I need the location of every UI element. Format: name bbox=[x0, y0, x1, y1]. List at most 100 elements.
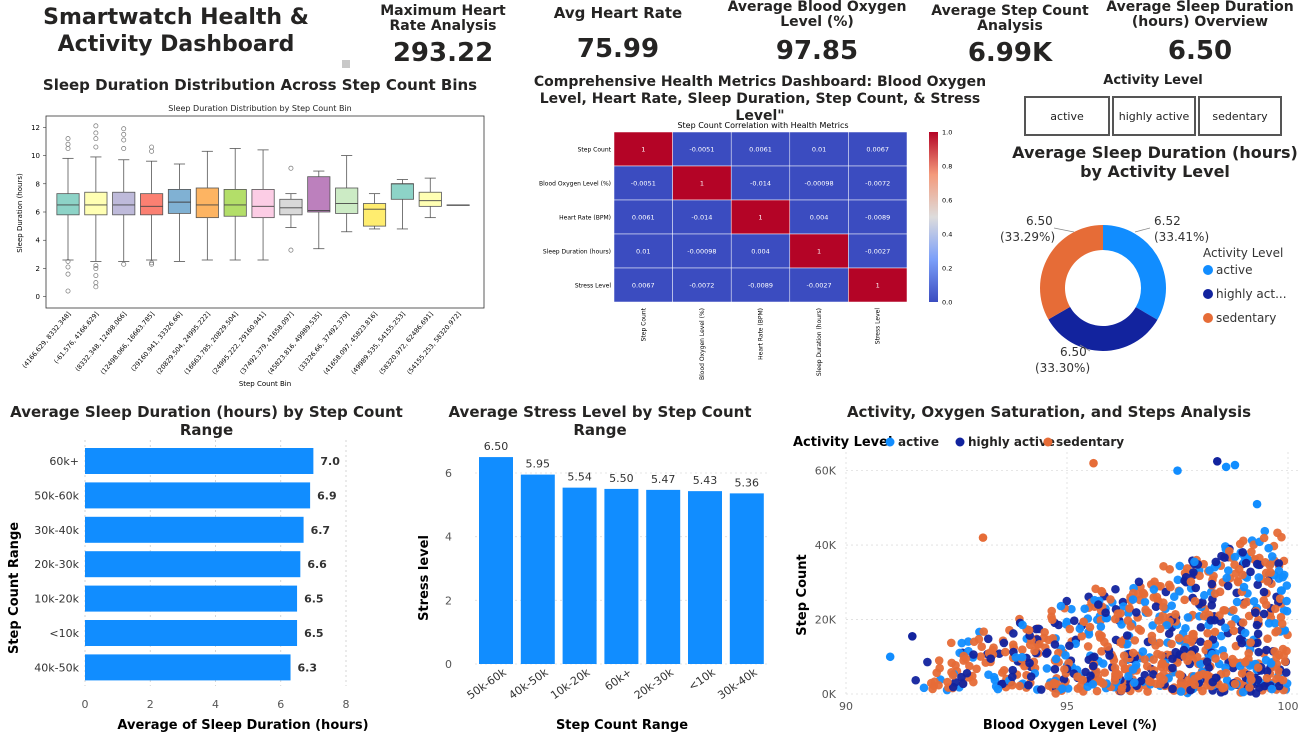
vbar-bar bbox=[562, 487, 597, 664]
vbar-bar bbox=[688, 491, 722, 664]
scatter-point bbox=[1051, 689, 1061, 698]
scatter-point bbox=[1147, 635, 1157, 645]
donut-leader-line bbox=[1079, 344, 1091, 352]
scatter-legend-label: sedentary bbox=[1056, 435, 1124, 449]
hbar-bar bbox=[85, 654, 291, 681]
scatter-point bbox=[1079, 617, 1088, 627]
scatter-point bbox=[1096, 622, 1106, 631]
heatmap-colorbar-tick: 0.4 bbox=[942, 231, 952, 239]
scatter-point bbox=[1253, 675, 1263, 685]
scatter-chart: Activity Level active highly active sedent… bbox=[793, 435, 1299, 733]
vbar-data-label: 5.54 bbox=[567, 471, 592, 484]
vbar-title: Average Stress Level by Step Count Range bbox=[448, 403, 752, 439]
heatmap-cell bbox=[730, 199, 791, 235]
heatmap-cell-value: 0.0061 bbox=[632, 214, 655, 222]
scatter-point bbox=[1205, 566, 1214, 575]
donut-slice-2 bbox=[1040, 225, 1103, 320]
boxplot-xtick-label: (4166.629, 8332.348] bbox=[21, 310, 73, 370]
boxplot-xtick-label: (33326.66, 37492.379] bbox=[297, 310, 352, 373]
vbar-category-label: <10k bbox=[686, 665, 718, 693]
scatter-point bbox=[923, 657, 932, 667]
scatter-point bbox=[1207, 600, 1217, 610]
boxplot-outlier bbox=[65, 288, 71, 294]
hbar-category-label: 20k-30k bbox=[34, 558, 79, 571]
scatter-point bbox=[1253, 629, 1263, 639]
vbar-chart: Stress level Step Count Range 0 2 4 6 6.50 5… bbox=[417, 440, 770, 733]
donut-chart: 6.52 (33.41%) 6.50 (33.30%) 6.50 (33.29%) Act… bbox=[1000, 214, 1287, 375]
scatter-point bbox=[984, 670, 993, 679]
scatter-point bbox=[1262, 673, 1272, 683]
heatmap-cell-value: 1 bbox=[817, 248, 821, 256]
scatter-point bbox=[1036, 685, 1046, 694]
scatter-point bbox=[1025, 640, 1035, 650]
scatter-point bbox=[1186, 650, 1196, 660]
boxplot-xlabel: Step Count Bin bbox=[239, 380, 291, 388]
boxplot-xtick-label: (24995.222, 29160.941] bbox=[210, 310, 267, 376]
scatter-point bbox=[1199, 611, 1209, 621]
scatter-point bbox=[1089, 458, 1098, 468]
scatter-point bbox=[1094, 630, 1104, 639]
scatter-point bbox=[1239, 600, 1248, 609]
heatmap-cell bbox=[730, 165, 791, 201]
boxplot-ytick-label: 0 bbox=[36, 293, 40, 301]
scatter-point bbox=[1138, 647, 1148, 656]
scatter-point bbox=[1048, 615, 1057, 625]
slicer-option-active[interactable]: active bbox=[1024, 96, 1110, 136]
scatter-point bbox=[1067, 604, 1076, 614]
heatmap-cell-value: 1 bbox=[758, 214, 762, 222]
heatmap-cell-value: 0.0067 bbox=[632, 282, 655, 290]
scatter-point bbox=[1276, 612, 1286, 622]
scatter-point bbox=[1277, 619, 1287, 629]
heatmap-colorbar-tick: 0.0 bbox=[942, 299, 952, 307]
scatter-point bbox=[1113, 609, 1123, 618]
scatter-point bbox=[1252, 499, 1262, 509]
hbar-category-label: 40k-50k bbox=[34, 661, 79, 674]
scatter-point bbox=[999, 638, 1009, 648]
scatter-point bbox=[1054, 620, 1063, 630]
heatmap-row-label: Heart Rate (BPM) bbox=[559, 215, 611, 222]
donut-slice-0 bbox=[1103, 225, 1166, 320]
scatter-point bbox=[1194, 671, 1204, 680]
scatter-point bbox=[999, 665, 1009, 675]
scatter-point bbox=[1062, 596, 1072, 606]
scatter-point bbox=[1222, 573, 1231, 583]
slicer-option-highly-active[interactable]: highly active bbox=[1112, 96, 1196, 136]
scatter-point bbox=[977, 642, 987, 651]
heatmap-chart: Step Count Correlation with Health Metri… bbox=[539, 121, 952, 380]
boxplot-xtick-label: (45823.816, 49989.535] bbox=[266, 310, 323, 376]
scatter-point bbox=[1246, 638, 1255, 647]
scatter-point bbox=[1260, 526, 1270, 536]
heatmap-cell-value: 0.004 bbox=[751, 248, 770, 256]
scatter-point bbox=[1238, 570, 1247, 580]
scatter-point bbox=[1076, 682, 1085, 691]
scatter-point bbox=[1042, 664, 1052, 673]
heatmap-row-label: Blood Oxygen Level (%) bbox=[539, 181, 611, 188]
scatter-point bbox=[947, 658, 957, 668]
scatter-point bbox=[1261, 557, 1270, 567]
scatter-point bbox=[1253, 663, 1263, 672]
scatter-xtick-label: 95 bbox=[1060, 700, 1074, 713]
scatter-point bbox=[1007, 680, 1017, 690]
scatter-point bbox=[1223, 581, 1233, 591]
kpi-avg-sleep-duration: Average Sleep Duration (hours) Overview … bbox=[1100, 0, 1300, 66]
scatter-point bbox=[1191, 583, 1201, 593]
heatmap-cell-value: -0.0072 bbox=[689, 282, 714, 290]
boxplot-box bbox=[251, 189, 275, 219]
scroll-thumb[interactable] bbox=[342, 60, 350, 68]
kpi-label: Average Blood Oxygen Level (%) bbox=[727, 0, 907, 30]
scatter-point bbox=[1238, 548, 1248, 557]
slicer-option-sedentary[interactable]: sedentary bbox=[1198, 96, 1282, 136]
heatmap-cell bbox=[613, 131, 673, 167]
scatter-point bbox=[1035, 640, 1044, 649]
hbar-bar bbox=[85, 585, 298, 612]
kpi-avg-heart-rate: Avg Heart Rate 75.99 bbox=[548, 4, 688, 64]
scatter-point bbox=[1124, 671, 1133, 681]
scatter-point bbox=[972, 664, 981, 674]
vbar-data-label: 6.50 bbox=[484, 440, 509, 453]
scatter-point bbox=[1171, 610, 1180, 619]
vbar-data-label: 5.95 bbox=[526, 458, 551, 471]
scatter-point bbox=[1164, 629, 1174, 639]
scatter-point bbox=[1132, 608, 1141, 617]
scatter-point bbox=[1261, 600, 1271, 610]
heatmap-cell-value: -0.0051 bbox=[631, 180, 656, 188]
